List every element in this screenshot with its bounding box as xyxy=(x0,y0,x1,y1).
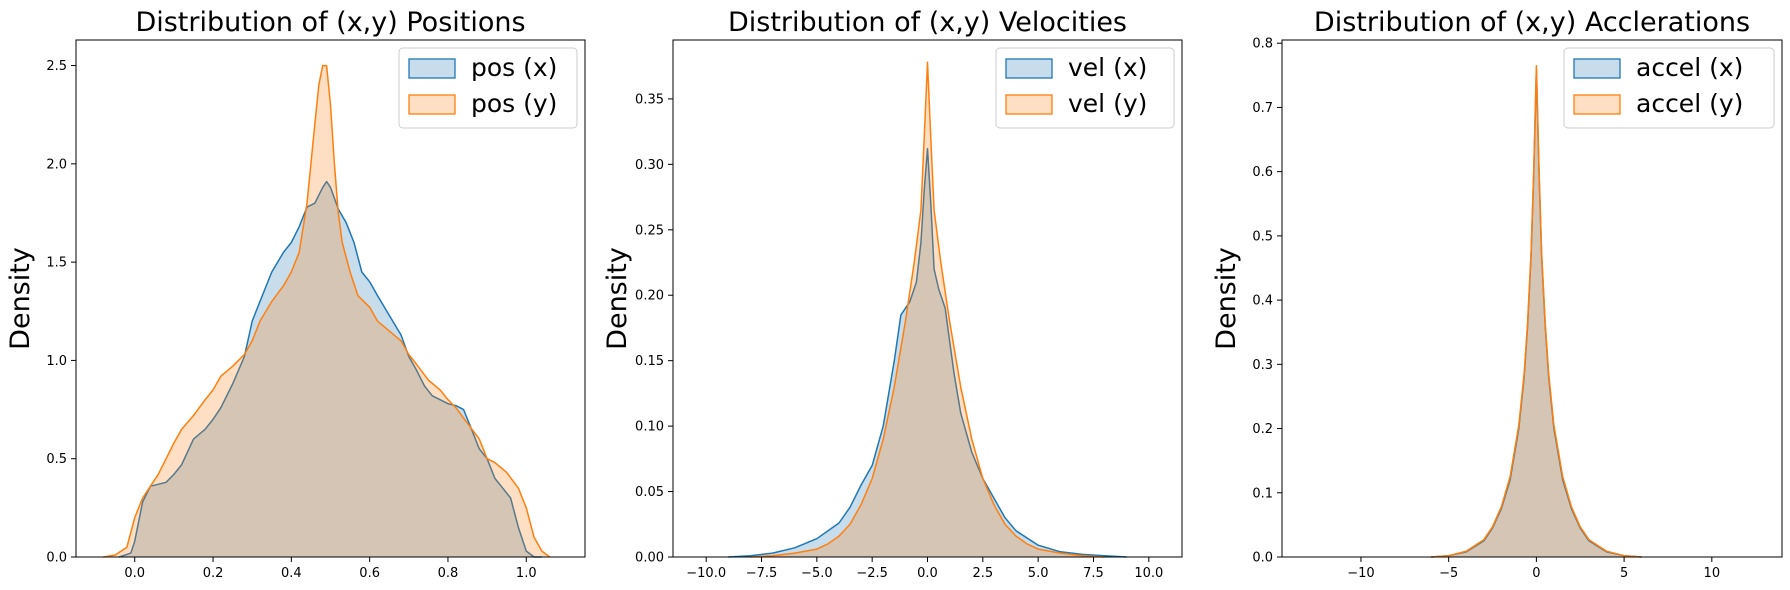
y-tick-label: 1.0 xyxy=(46,354,67,369)
x-tick-label: 0.2 xyxy=(203,566,224,581)
legend-label: accel (y) xyxy=(1636,89,1743,118)
x-tick-label: −5 xyxy=(1439,566,1458,581)
subplot-1: 0.0 0.2 0.4 0.6 0.8 1.0 0.0 0.5 1.0 1.5 2.0 2.5 Dist… xyxy=(5,7,586,581)
y-tick-label: 0.05 xyxy=(635,485,664,500)
x-tick-label: 0 xyxy=(1532,566,1540,581)
legend: accel (x) accel (y) xyxy=(1563,47,1775,129)
chart-title: Distribution of (x,y) Acclerations xyxy=(1314,7,1750,38)
legend-swatch xyxy=(1005,58,1053,79)
x-tick-label: 0.0 xyxy=(124,566,145,581)
y-tick-label: 0.8 xyxy=(1252,37,1273,52)
x-tick-label: 5.0 xyxy=(1028,566,1049,581)
legend-swatch xyxy=(408,94,456,115)
axes-frame xyxy=(1281,39,1783,558)
y-tick-label: 0.1 xyxy=(1252,486,1273,501)
series-area-2 xyxy=(750,62,1105,558)
legend-box xyxy=(398,47,578,129)
legend-label: vel (x) xyxy=(1068,53,1147,82)
y-tick-label: 0.5 xyxy=(1252,229,1273,244)
y-tick-label: 0.25 xyxy=(635,223,664,238)
chart-title: Distribution of (x,y) Positions xyxy=(135,7,525,38)
y-tick-label: 0.5 xyxy=(46,452,67,467)
x-tick-label: 2.5 xyxy=(972,566,993,581)
y-tick-label: 1.5 xyxy=(46,256,67,271)
chart-title: Distribution of (x,y) Velocities xyxy=(728,7,1127,38)
x-tick-label: −7.5 xyxy=(746,566,778,581)
x-tick-label: −10.0 xyxy=(686,566,726,581)
legend-swatch xyxy=(408,58,456,79)
series-area-1 xyxy=(1431,68,1642,558)
y-tick-label: 0.4 xyxy=(1252,294,1273,309)
subplot-3: −10 −5 0 5 10 0.0 0.1 0.2 0.3 0.4 0.5 0.6 0.7 0.8 Dist… xyxy=(1211,7,1783,581)
legend-box xyxy=(995,47,1175,129)
y-tick-label: 0.00 xyxy=(635,551,664,566)
x-tick-label: −5.0 xyxy=(801,566,833,581)
y-tick-label: 0.35 xyxy=(635,92,664,107)
series-area-1 xyxy=(728,148,1127,557)
series-line-1 xyxy=(118,180,542,558)
legend: pos (x) pos (y) xyxy=(398,47,578,129)
y-tick-label: 0.2 xyxy=(1252,422,1273,437)
x-tick-label: 5 xyxy=(1620,566,1628,581)
x-tick-label: 1.0 xyxy=(516,566,537,581)
y-axis-label: Density xyxy=(5,247,36,350)
x-tick-label: −2.5 xyxy=(856,566,888,581)
series-area-2 xyxy=(103,65,550,557)
legend-swatch xyxy=(1573,94,1621,115)
y-tick-label: 0.3 xyxy=(1252,358,1273,373)
series-area-2 xyxy=(1431,65,1642,557)
x-tick-label: 0.8 xyxy=(438,566,459,581)
y-tick-label: 2.5 xyxy=(46,59,67,74)
y-tick-label: 0.6 xyxy=(1252,165,1273,180)
x-tick-label: 10 xyxy=(1704,566,1721,581)
y-axis-label: Density xyxy=(602,247,633,350)
series-line-2 xyxy=(1431,64,1642,558)
series-area-1 xyxy=(119,181,542,557)
series-line-2 xyxy=(103,64,551,558)
y-tick-label: 0.10 xyxy=(635,420,664,435)
y-axis-label: Density xyxy=(1211,247,1242,350)
legend-label: accel (x) xyxy=(1636,53,1743,82)
series-line-2 xyxy=(750,61,1105,558)
legend-swatch xyxy=(1005,94,1053,115)
y-tick-label: 2.0 xyxy=(46,157,67,172)
x-tick-label: 0.0 xyxy=(917,566,938,581)
x-tick-label: 10.0 xyxy=(1134,566,1163,581)
legend-box xyxy=(1563,47,1775,129)
x-tick-label: 0.6 xyxy=(359,566,380,581)
legend-swatch xyxy=(1573,58,1621,79)
x-tick-label: −10 xyxy=(1347,566,1374,581)
y-tick-label: 0.0 xyxy=(1252,551,1273,566)
y-tick-label: 0.15 xyxy=(635,354,664,369)
y-tick-label: 0.0 xyxy=(46,551,67,566)
x-tick-label: 0.4 xyxy=(281,566,302,581)
x-tick-label: 7.5 xyxy=(1083,566,1104,581)
axes-frame xyxy=(75,39,586,558)
subplot-2: −10.0 −7.5 −5.0 −2.5 0.0 2.5 5.0 7.5 10.0 0.00 0.0… xyxy=(602,7,1183,581)
y-tick-label: 0.7 xyxy=(1252,101,1273,116)
legend-label: pos (y) xyxy=(471,89,557,118)
y-tick-label: 0.30 xyxy=(635,158,664,173)
legend-label: pos (x) xyxy=(471,53,557,82)
y-tick-label: 0.20 xyxy=(635,289,664,304)
legend-label: vel (y) xyxy=(1068,89,1147,118)
series-line-1 xyxy=(728,147,1127,558)
legend: vel (x) vel (y) xyxy=(995,47,1175,129)
